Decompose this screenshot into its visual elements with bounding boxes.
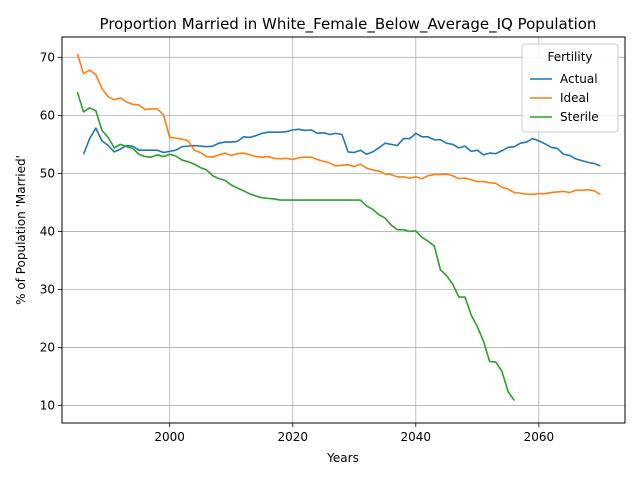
x-tick-label: 2000 (154, 430, 185, 444)
legend-label-actual: Actual (560, 72, 598, 86)
y-tick-label: 20 (40, 341, 55, 355)
plot-frame (61, 36, 626, 424)
y-tick-label: 10 (40, 399, 55, 413)
y-tick-label: 70 (40, 50, 55, 64)
series-lines (76, 53, 601, 401)
legend-label-ideal: Ideal (560, 91, 589, 105)
y-tick-label: 40 (40, 224, 55, 238)
legend: Fertility Actual Ideal Sterile (521, 43, 619, 133)
x-axis-label: Years (326, 451, 359, 465)
legend-label-sterile: Sterile (560, 110, 599, 124)
y-axis-ticks: 10 20 30 40 50 60 70 (40, 50, 62, 413)
series-line-ideal (76, 53, 601, 196)
y-tick-label: 60 (40, 108, 55, 122)
y-tick-label: 30 (40, 282, 55, 296)
y-tick-label: 50 (40, 166, 55, 180)
x-tick-label: 2060 (524, 430, 555, 444)
series-line-sterile (76, 91, 515, 401)
x-tick-label: 2040 (401, 430, 432, 444)
x-axis-ticks: 2000 2020 2040 2060 (154, 423, 554, 444)
chart-title: Proportion Married in White_Female_Below… (100, 15, 597, 34)
legend-items: Actual Ideal Sterile (530, 72, 599, 124)
legend-box (521, 43, 619, 133)
y-axis-label: % of Population 'Married' (14, 155, 28, 305)
series-line-actual (82, 127, 601, 167)
x-tick-label: 2020 (277, 430, 308, 444)
legend-title: Fertility (547, 50, 592, 64)
